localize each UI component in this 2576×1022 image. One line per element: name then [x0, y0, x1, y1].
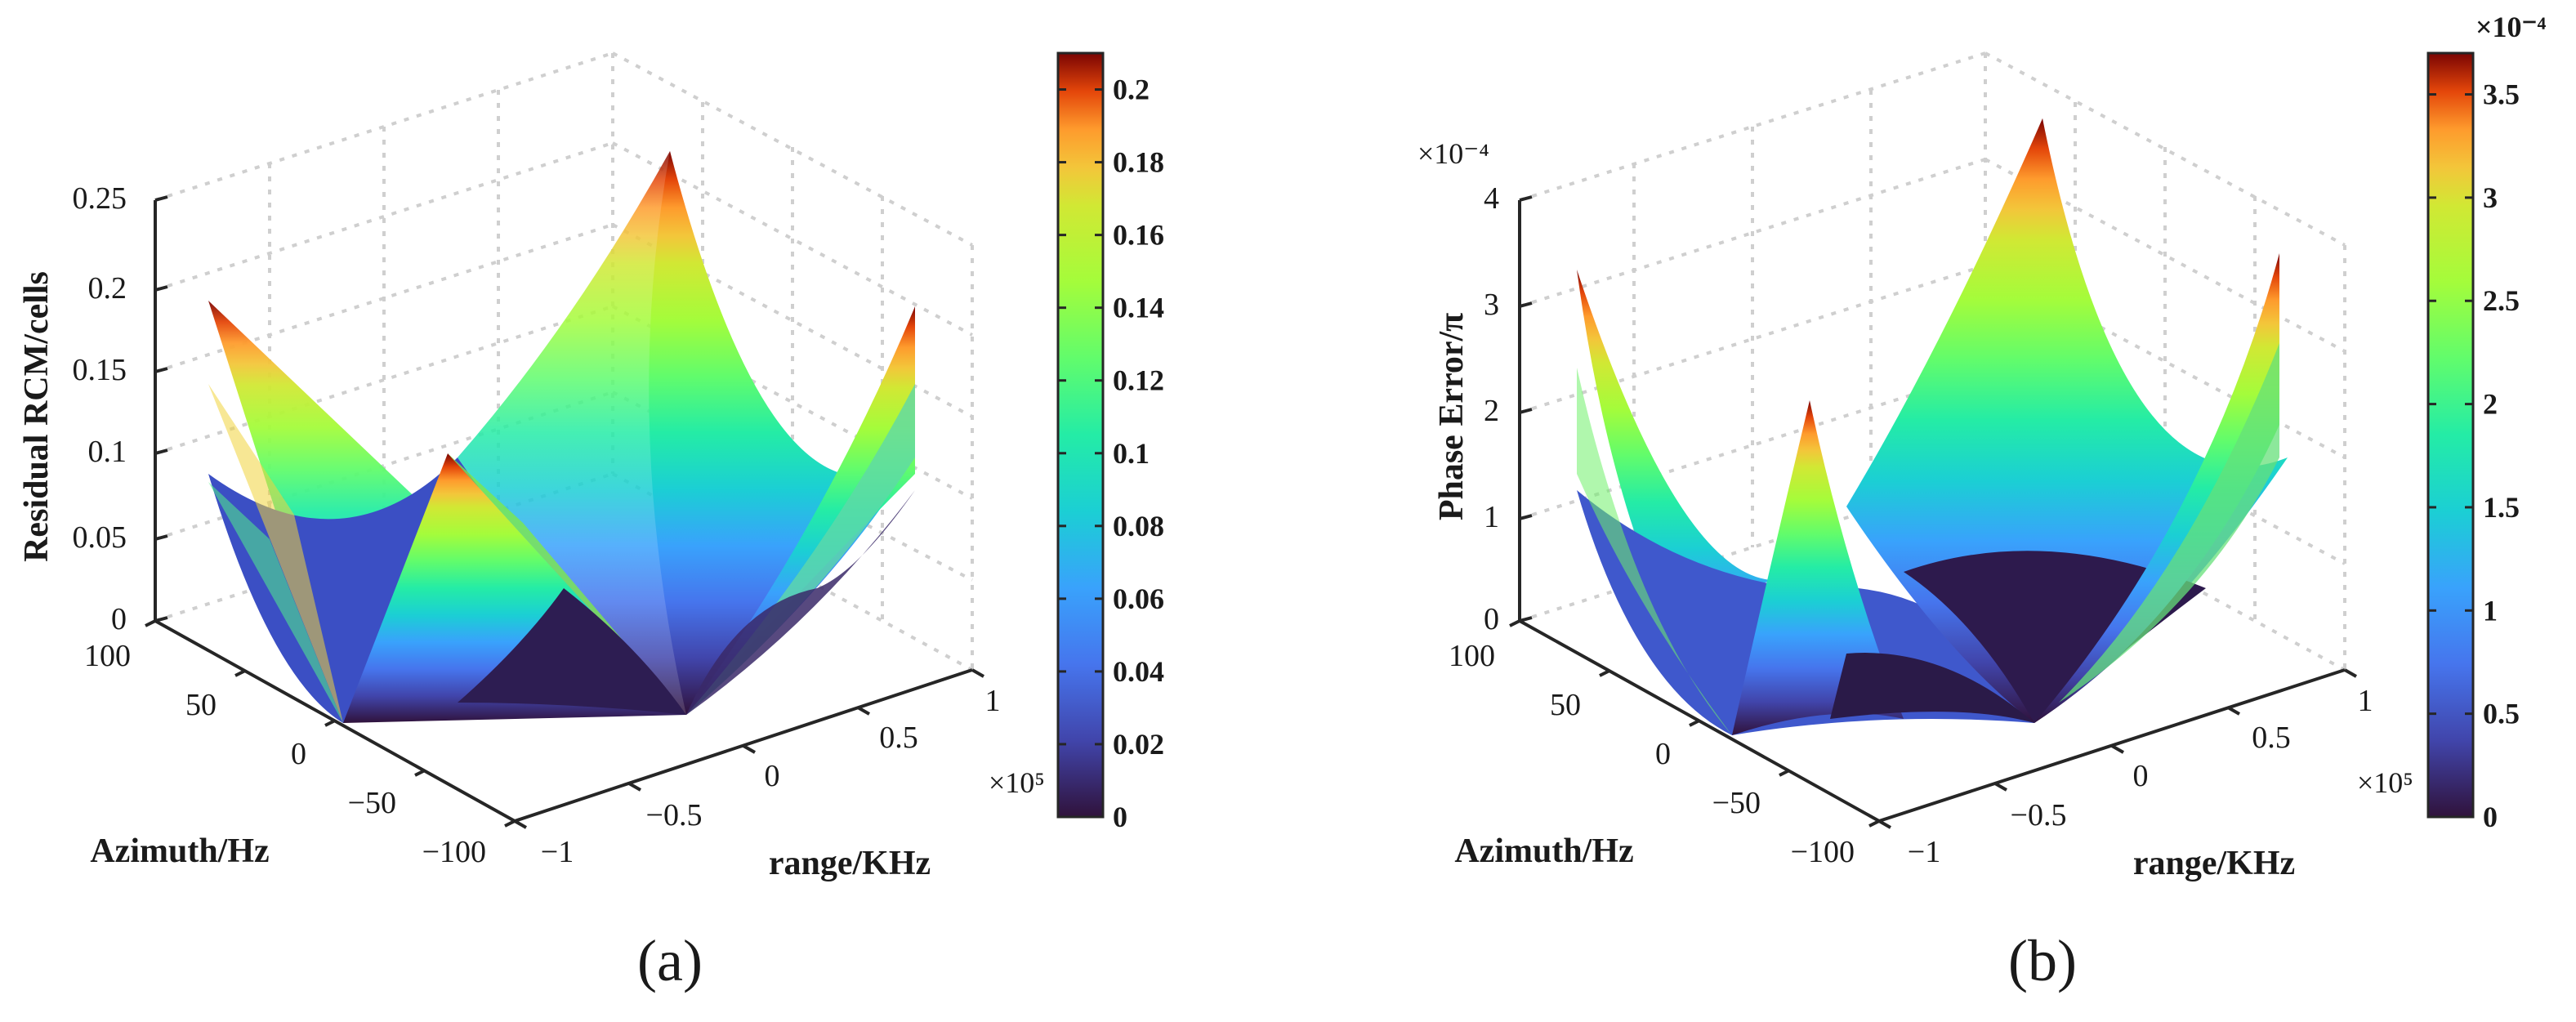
colorbar-a — [1056, 51, 1105, 819]
range-tick-a-1: 1 — [985, 684, 1001, 718]
colorbar-tick-label: 1 — [2483, 594, 2498, 627]
z-tick-b-3: 3 — [1484, 288, 1499, 322]
colorbar-tick-label: 0.14 — [1113, 292, 1164, 324]
z-tick-a-3: 0.15 — [73, 353, 127, 387]
colorbar-tick-label: 3 — [2483, 181, 2498, 214]
z-multiplier-b: ×10⁻⁴ — [1417, 137, 1489, 170]
range-tick-a-05: 0.5 — [879, 721, 918, 755]
ylabel-a: range/KHz — [769, 845, 931, 882]
colorbar-tick-label: 2 — [2483, 388, 2498, 421]
surface-b-basin-front — [1830, 653, 2034, 723]
az-tick-b-m50: −50 — [1712, 786, 1761, 820]
xlabel-a: Azimuth/Hz — [90, 832, 269, 870]
surface-a-trough — [458, 588, 686, 715]
az-tick-a-0: 0 — [291, 737, 306, 771]
az-tick-b-0: 0 — [1655, 737, 1671, 771]
colorbar-a-ticks: 0 0.02 0.04 0.06 0.08 0.1 0.12 0.14 0.16 0.18 0.2 — [1058, 74, 1164, 833]
range-tick-b-m05: −0.5 — [2011, 798, 2067, 832]
colorbar-tick-label: 0.16 — [1113, 219, 1164, 252]
z-ticks-a — [154, 195, 168, 623]
z-tick-b-0: 0 — [1484, 602, 1499, 636]
range-tick-b-1: 1 — [2358, 684, 2373, 718]
cb-multiplier-b: ×10⁻⁴ — [2476, 11, 2547, 43]
az-ticks-a — [145, 619, 516, 828]
az-tick-a-50: 50 — [185, 688, 217, 722]
surface-a-back-peak — [649, 151, 915, 715]
surface-b-front-ridge — [1732, 400, 1904, 735]
az-tick-a-m50: −50 — [348, 786, 396, 820]
z-tick-a-1: 0.05 — [73, 520, 127, 555]
surface-b — [1577, 118, 2288, 735]
surface-a — [208, 151, 915, 723]
az-tick-b-100: 100 — [1449, 639, 1495, 673]
az-tick-b-m100: −100 — [1791, 835, 1855, 869]
range-tick-b-05: 0.5 — [2252, 721, 2291, 755]
range-multiplier-b: ×10⁵ — [2357, 766, 2413, 799]
colorbar-tick-label: 2.5 — [2483, 284, 2520, 317]
surface-a-back-peak-shade — [458, 151, 708, 715]
caption-a: (a) — [637, 928, 703, 993]
az-tick-a-100: 100 — [84, 639, 131, 673]
range-ticks-b — [1878, 668, 2357, 829]
surface-b-right-wing-2 — [2059, 343, 2279, 703]
colorbar-tick-label: 3.5 — [2483, 78, 2520, 111]
colorbar-tick-label: 0.04 — [1113, 655, 1164, 688]
panel-b: 0 1 2 3 4 ×10⁻⁴ 100 50 0 −50 −100 −1 −0.… — [1417, 11, 2547, 993]
colorbar-tick-label: 0.12 — [1113, 364, 1164, 397]
az-tick-b-50: 50 — [1550, 688, 1581, 722]
colorbar-tick-label: 0.1 — [1113, 437, 1150, 470]
z-tick-b-2: 2 — [1484, 394, 1499, 428]
az-ticks-b — [1509, 619, 1880, 828]
range-tick-a-m1: −1 — [541, 835, 574, 869]
zlabel-b: Phase Error/π — [1433, 313, 1471, 520]
surface-a-left-sheet-2 — [208, 482, 343, 723]
colorbar-b — [2426, 51, 2475, 819]
range-tick-a-m05: −0.5 — [646, 798, 703, 832]
surface-a-left-sheet — [208, 384, 343, 723]
colorbar-tick-label: 0.08 — [1113, 510, 1164, 542]
range-tick-b-m1: −1 — [1908, 835, 1940, 869]
range-tick-a-0: 0 — [765, 759, 780, 793]
range-ticks-a — [514, 668, 984, 829]
z-tick-a-2: 0.1 — [88, 435, 127, 469]
z-tick-a-5: 0.25 — [73, 181, 127, 216]
colorbar-b-ticks: 0 0.5 1 1.5 2 2.5 3 3.5 — [2428, 78, 2520, 833]
az-tick-a-m100: −100 — [422, 835, 486, 869]
z-tick-a-0: 0 — [111, 602, 127, 636]
z-tick-b-1: 1 — [1484, 500, 1499, 534]
surface-a-right-trough — [686, 490, 915, 715]
z-tick-a-4: 0.2 — [88, 271, 127, 306]
range-tick-b-0: 0 — [2133, 759, 2149, 793]
range-multiplier-a: ×10⁵ — [989, 766, 1045, 799]
colorbar-tick-label: 0.5 — [2483, 698, 2520, 730]
colorbar-tick-label: 0.02 — [1113, 728, 1164, 761]
xlabel-b: Azimuth/Hz — [1454, 832, 1633, 870]
colorbar-tick-label: 0 — [1113, 801, 1127, 833]
z-tick-b-4: 4 — [1484, 181, 1499, 216]
z-ticks-b — [1519, 195, 1533, 623]
zlabel-a: Residual RCM/cells — [18, 271, 56, 562]
panel-a: 0 0.05 0.1 0.15 0.2 0.25 100 50 0 −50 −1… — [18, 51, 1164, 993]
colorbar-tick-label: 1.5 — [2483, 491, 2520, 524]
colorbar-tick-label: 0.18 — [1113, 146, 1164, 179]
colorbar-tick-label: 0.06 — [1113, 582, 1164, 615]
colorbar-tick-label: 0 — [2483, 801, 2498, 833]
ylabel-b: range/KHz — [2133, 845, 2295, 882]
caption-b: (b) — [2008, 928, 2077, 993]
colorbar-tick-label: 0.2 — [1113, 74, 1150, 106]
